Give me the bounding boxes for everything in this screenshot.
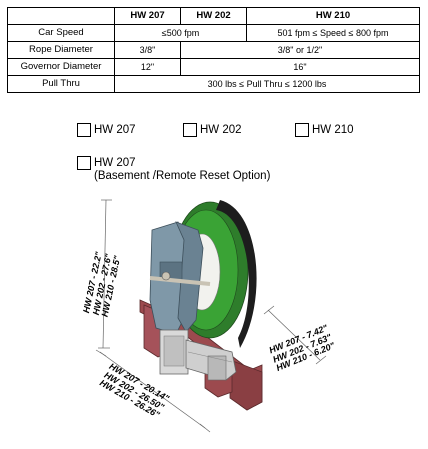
option-hw202-label: HW 202 <box>200 124 242 136</box>
governor-body <box>149 221 211 335</box>
checkbox-hw202[interactable] <box>183 123 197 137</box>
checkbox-hw207[interactable] <box>77 123 91 137</box>
switch-assembly <box>159 329 237 381</box>
option-hw210-label: HW 210 <box>312 124 354 136</box>
option-hw207[interactable]: HW 207 <box>77 123 136 137</box>
option-hw207-basement-sublabel: (Basement /Remote Reset Option) <box>94 170 271 182</box>
dimension-lines <box>95 199 327 433</box>
option-hw207-basement[interactable]: HW 207 (Basement /Remote Reset Option) <box>77 156 271 183</box>
option-hw202[interactable]: HW 202 <box>183 123 242 137</box>
pull-thru-value: 300 lbs ≤ Pull Thru ≤ 1200 lbs <box>114 75 420 93</box>
option-hw210[interactable]: HW 210 <box>295 123 354 137</box>
table-row-pull-thru: Pull Thru 300 lbs ≤ Pull Thru ≤ 1200 lbs <box>7 75 420 93</box>
option-hw207-basement-label: HW 207 <box>94 157 136 169</box>
spec-table: HW 207 HW 202 HW 210 Car Speed ≤500 fpm … <box>7 7 420 93</box>
table-row-governor-diameter: Governor Diameter 12" 16" <box>7 58 420 76</box>
checkbox-hw207-basement[interactable] <box>77 156 91 170</box>
option-hw207-label: HW 207 <box>94 124 136 136</box>
checkbox-hw210[interactable] <box>295 123 309 137</box>
table-header-row: HW 207 HW 202 HW 210 <box>7 7 420 25</box>
